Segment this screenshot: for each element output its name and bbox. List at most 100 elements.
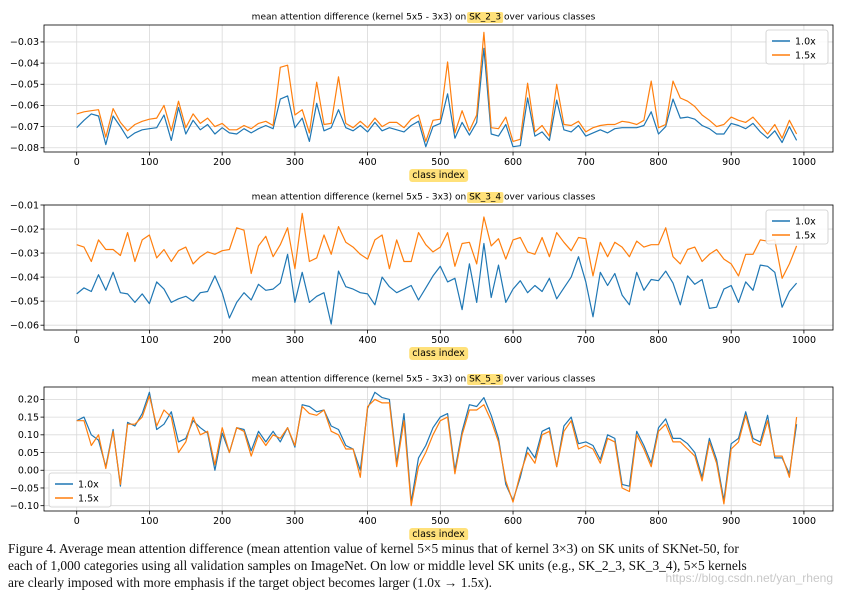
chart-title-suffix: over various classes [501, 193, 595, 203]
x-tick-label: 1000 [792, 157, 816, 168]
y-tick-label: −0.01 [10, 200, 39, 211]
axes-frame [43, 24, 834, 153]
title-highlight [467, 374, 504, 385]
legend-label-1.0x: 1.0x [795, 36, 816, 47]
series-line-1.0x [76, 242, 798, 325]
chart-title: mean attention difference (kernel 5x5 - … [252, 375, 596, 385]
chart-title-suffix: over various classes [501, 375, 595, 385]
title-highlight [467, 12, 504, 23]
series-line-1.5x [76, 212, 798, 279]
y-tick-label: 0.00 [18, 466, 39, 477]
x-tick-label: 100 [140, 335, 158, 346]
x-tick-label: 100 [140, 157, 158, 168]
y-tick-label: 0.05 [18, 448, 39, 459]
chart-title-suffix: over various classes [501, 13, 595, 23]
xlabel-highlight [409, 347, 469, 360]
x-tick-label: 400 [359, 157, 377, 168]
x-tick-label: 700 [577, 516, 595, 527]
chart-title-unit: SK_5_3 [469, 375, 501, 385]
chart-3: 0 100 200 300 400 500 600 700 800 900 1000 −0.10 −0.… [10, 374, 834, 540]
x-tick-label: 600 [504, 335, 522, 346]
x-tick-label: 700 [577, 157, 595, 168]
y-tick-label: −0.06 [10, 320, 39, 331]
chart-2: 0 100 200 300 400 500 600 700 800 900 1000 −0.06 −0.… [10, 192, 834, 360]
y-tick-label: −0.02 [10, 224, 39, 235]
x-tick-label: 0 [74, 335, 80, 346]
x-tick-label: 800 [649, 157, 667, 168]
x-tick-label: 400 [359, 516, 377, 527]
legend-label-1.0x: 1.0x [78, 479, 99, 490]
legend-label-1.5x: 1.5x [795, 50, 816, 61]
x-tick-label: 1000 [792, 516, 816, 527]
x-tick-label: 600 [504, 157, 522, 168]
chart-title: mean attention difference (kernel 5x5 - … [252, 193, 596, 203]
y-tick-label: −0.10 [10, 501, 39, 512]
y-tick-label: −0.05 [10, 80, 39, 91]
x-tick-label: 0 [74, 516, 80, 527]
x-tick-label: 900 [722, 157, 740, 168]
x-axis-label: class index [412, 348, 465, 359]
x-tick-label: 0 [74, 157, 80, 168]
chart-title: mean attention difference (kernel 5x5 - … [252, 13, 596, 23]
chart-1: 0 100 200 300 400 500 600 700 800 900 1000 −0.08 −0.… [10, 12, 834, 182]
axes-frame [43, 204, 834, 331]
x-tick-label: 300 [286, 335, 304, 346]
x-tick-label: 100 [140, 516, 158, 527]
x-axis-label: class index [412, 529, 465, 540]
xlabel-highlight [409, 169, 469, 182]
legend-label-1.5x: 1.5x [78, 493, 99, 504]
x-tick-label: 600 [504, 516, 522, 527]
caption-line-1: Figure 4. Average mean attention differe… [8, 541, 739, 556]
x-tick-label: 900 [722, 335, 740, 346]
x-tick-label: 200 [213, 335, 231, 346]
x-tick-label: 500 [431, 335, 449, 346]
x-axis-label: class index [412, 170, 465, 181]
y-tick-label: −0.05 [10, 296, 39, 307]
y-tick-label: 0.20 [18, 395, 39, 406]
x-tick-label: 700 [577, 335, 595, 346]
x-tick-label: 900 [722, 516, 740, 527]
y-tick-label: −0.03 [10, 37, 39, 48]
chart-title-unit: SK_2_3 [469, 13, 501, 23]
legend: 1.0x 1.5x [765, 209, 829, 245]
x-tick-label: 300 [286, 157, 304, 168]
chart-title-unit: SK_3_4 [469, 193, 501, 203]
caption-line-3: are clearly imposed with more emphasis i… [8, 575, 493, 590]
y-tick-label: −0.06 [10, 101, 39, 112]
figure-caption: Figure 4. Average mean attention differe… [8, 540, 836, 591]
legend: 1.0x 1.5x [765, 29, 829, 65]
y-tick-label: −0.07 [10, 122, 39, 133]
series-line-1.5x [76, 395, 798, 507]
series-line-1.5x [76, 31, 798, 142]
xlabel-highlight [409, 528, 469, 540]
y-tick-label: 0.10 [18, 430, 39, 441]
x-tick-label: 400 [359, 335, 377, 346]
chart-title-prefix: mean attention difference (kernel 5x5 - … [252, 375, 469, 385]
y-tick-label: −0.08 [10, 143, 39, 154]
x-tick-label: 800 [649, 335, 667, 346]
y-tick-label: 0.15 [18, 412, 39, 423]
y-tick-label: −0.04 [10, 272, 39, 283]
y-tick-label: −0.04 [10, 58, 39, 69]
x-tick-label: 500 [431, 157, 449, 168]
legend-label-1.5x: 1.5x [795, 230, 816, 241]
legend: 1.0x 1.5x [48, 472, 112, 508]
legend-label-1.0x: 1.0x [795, 216, 816, 227]
title-highlight [467, 192, 504, 203]
x-tick-label: 1000 [792, 335, 816, 346]
caption-line-2: each of 1,000 categories using all valid… [8, 558, 747, 573]
x-tick-label: 300 [286, 516, 304, 527]
x-tick-label: 500 [431, 516, 449, 527]
y-tick-label: −0.05 [10, 483, 39, 494]
series-line-1.0x [76, 391, 798, 503]
watermark: https://blog.csdn.net/yan_rheng [665, 571, 833, 585]
y-tick-label: −0.03 [10, 248, 39, 259]
chart-title-prefix: mean attention difference (kernel 5x5 - … [252, 193, 469, 203]
charts-figure: 0 100 200 300 400 500 600 700 800 900 1000−0.08−0.… [10, 12, 834, 540]
x-tick-label: 800 [649, 516, 667, 527]
axes-frame [43, 386, 834, 512]
x-tick-label: 200 [213, 516, 231, 527]
chart-title-prefix: mean attention difference (kernel 5x5 - … [252, 13, 469, 23]
series-line-1.0x [76, 47, 798, 148]
x-tick-label: 200 [213, 157, 231, 168]
